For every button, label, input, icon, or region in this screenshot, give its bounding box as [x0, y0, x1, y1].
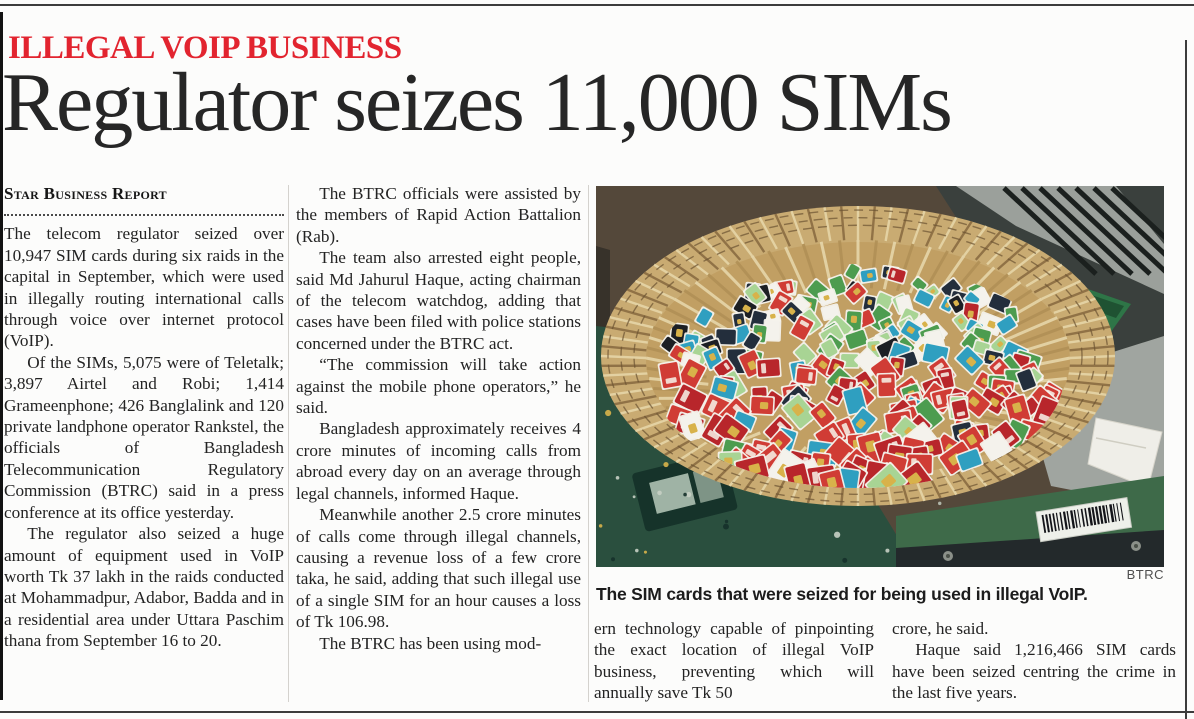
article-paragraph: The BTRC has been using mod- [319, 633, 542, 653]
article-paragraph: ern technology capable of pinpointing th… [594, 619, 874, 703]
dotted-rule [4, 206, 284, 217]
bottom-rule [0, 711, 1194, 713]
paper-scrap [1087, 417, 1163, 489]
article-paragraph: Bangladesh approximately receives 4 cror… [296, 419, 581, 503]
article-paragraph: crore, he said. [892, 619, 989, 638]
article-paragraph: The BTRC officials were assisted by the … [296, 184, 581, 246]
article-paragraph: Haque said 1,216,466 SIM cards have been… [892, 640, 1176, 703]
scan-left-edge [0, 12, 3, 700]
right-rule [1185, 40, 1187, 719]
article-paragraph: Of the SIMs, 5,075 were of Teletalk; 3,8… [4, 352, 284, 522]
kicker-headline: ILLEGAL VOIP BUSINESS [8, 30, 402, 66]
article-paragraph: “The commission will take action against… [296, 355, 581, 418]
seized-sims-photo-art [596, 186, 1194, 567]
column-4: crore, he said. Haque said 1,216,466 SIM… [892, 618, 1176, 704]
byline: Star Business Report [4, 184, 167, 203]
column-2: The BTRC officials were assisted by the … [296, 183, 581, 654]
column-3: ern technology capable of pinpointing th… [594, 618, 874, 704]
article-paragraph: The team also arrested eight people, sai… [296, 248, 581, 353]
seized-sims-photo [596, 186, 1194, 567]
article-paragraph: The telecom regulator seized over 10,947… [4, 224, 284, 351]
photo-caption: The SIM cards that were seized for being… [596, 584, 1088, 604]
article-paragraph: Meanwhile another 2.5 crore minutes of c… [296, 505, 581, 632]
top-rule [0, 4, 1194, 6]
column-divider [288, 185, 289, 702]
column-1: Star Business Report The telecom regulat… [4, 183, 284, 652]
barcode-label [1035, 497, 1133, 543]
wicker-basket [600, 206, 1116, 506]
article-paragraph: The regulator also seized a huge amount … [4, 524, 284, 651]
photo-credit: BTRC [1126, 567, 1164, 582]
main-headline: Regulator seizes 11,000 SIMs [2, 56, 953, 149]
circuit-board-right [896, 476, 1164, 567]
column-divider [588, 185, 589, 702]
